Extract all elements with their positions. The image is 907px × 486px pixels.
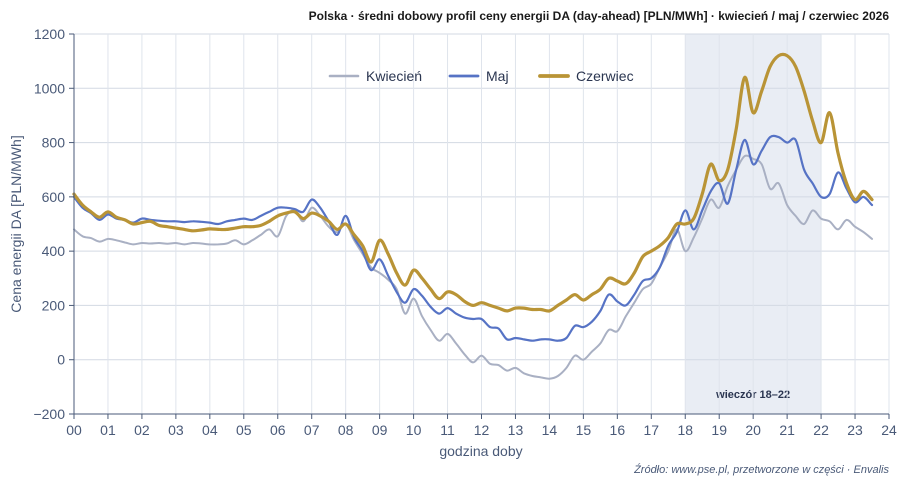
legend-label-3: Czerwiec bbox=[576, 68, 634, 84]
series-line-1 bbox=[73, 154, 873, 380]
x-tick-label: 21 bbox=[779, 422, 795, 438]
y-tick-label: 400 bbox=[42, 243, 66, 259]
x-axis-label: godzina doby bbox=[439, 443, 522, 459]
y-tick-label: 0 bbox=[57, 352, 65, 368]
x-tick-label: 14 bbox=[542, 422, 558, 438]
legend: Kwiecień Maj Czerwiec bbox=[328, 68, 634, 84]
y-tick-label: 1200 bbox=[34, 26, 65, 42]
legend-label-1: Kwiecień bbox=[366, 68, 422, 84]
x-tick-label: 24 bbox=[881, 422, 897, 438]
y-axis-label: Cena energii DA [PLN/MWh] bbox=[8, 135, 24, 312]
y-tick-label: 1000 bbox=[34, 80, 65, 96]
x-tick-label: 11 bbox=[440, 422, 455, 438]
x-tick-label: 18 bbox=[677, 422, 693, 438]
y-tick-label: 200 bbox=[42, 297, 66, 313]
x-tick-label: 23 bbox=[847, 422, 863, 438]
series-lines bbox=[72, 52, 874, 380]
x-tick-label: 22 bbox=[813, 422, 829, 438]
x-tick-label: 06 bbox=[270, 422, 286, 438]
x-tick-label: 03 bbox=[168, 422, 184, 438]
legend-label-2: Maj bbox=[486, 68, 509, 84]
source-note: Źródło: www.pse.pl, przetworzone w częśc… bbox=[633, 463, 889, 476]
x-tick-label: 13 bbox=[508, 422, 524, 438]
y-tick-label: 800 bbox=[42, 135, 66, 151]
x-tick-label: 09 bbox=[372, 422, 388, 438]
x-tick-label: 02 bbox=[134, 422, 150, 438]
axes: −200 0 200 400 600 800 1000 1200 00 01 02 03 04 05 06 0… bbox=[33, 26, 897, 438]
x-tick-label: 08 bbox=[338, 422, 354, 438]
x-tick-label: 16 bbox=[610, 422, 626, 438]
x-tick-label: 17 bbox=[644, 422, 660, 438]
x-tick-label: 15 bbox=[576, 422, 592, 438]
x-tick-label: 10 bbox=[406, 422, 422, 438]
series-line-2 bbox=[72, 134, 874, 342]
y-tick-label: 600 bbox=[42, 189, 66, 205]
x-tick-label: 05 bbox=[236, 422, 252, 438]
y-tick-label: −200 bbox=[33, 406, 65, 422]
x-tick-label: 20 bbox=[745, 422, 761, 438]
x-tick-label: 07 bbox=[304, 422, 320, 438]
x-tick-label: 00 bbox=[66, 422, 82, 438]
chart-title: Polska · średni dobowy profil ceny energ… bbox=[309, 9, 890, 23]
x-tick-label: 12 bbox=[474, 422, 490, 438]
x-tick-label: 01 bbox=[100, 422, 116, 438]
series-line-3 bbox=[72, 52, 874, 313]
x-tick-label: 19 bbox=[711, 422, 727, 438]
x-tick-label: 04 bbox=[202, 422, 218, 438]
